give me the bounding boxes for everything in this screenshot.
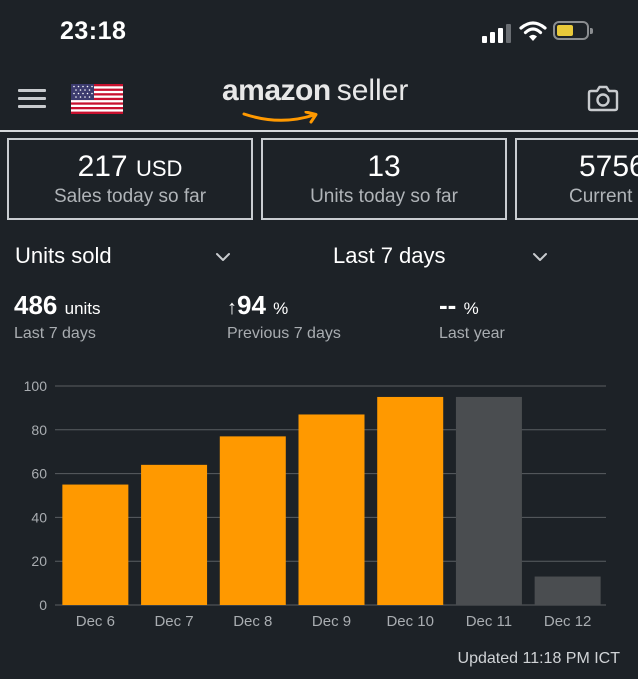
metric-cards: 217 USD Sales today so far 13 Units toda… xyxy=(0,138,638,222)
amazon-seller-logo: amazon seller xyxy=(222,74,408,124)
units-today-card[interactable]: 13 Units today so far xyxy=(261,138,507,220)
stat-previous-period: ↑94 % Previous 7 days xyxy=(227,290,341,343)
logo-word: amazon xyxy=(222,74,331,107)
stat-units-sold: 486 units Last 7 days xyxy=(14,290,101,343)
stat-unit: % xyxy=(273,299,289,318)
y-tick-label: 60 xyxy=(31,466,47,482)
bar xyxy=(141,464,208,605)
range-dropdown[interactable]: Last 7 days xyxy=(333,243,446,268)
x-tick-label: Dec 7 xyxy=(154,613,193,630)
stat-label: Last 7 days xyxy=(14,325,96,342)
x-tick-label: Dec 6 xyxy=(76,613,115,630)
camera-icon[interactable] xyxy=(587,84,619,112)
stat-last-year: -- % Last year xyxy=(439,290,505,343)
units-bar-chart: 0 20 40 60 80 100 Dec 6 Dec 7 Dec 8 Dec 9 Dec 10 De… xyxy=(24,378,606,630)
card-label: Sales today so far xyxy=(53,186,207,207)
current-card[interactable]: 5756 Current xyxy=(515,138,638,220)
us-flag-icon[interactable] xyxy=(71,84,123,114)
stat-value: 486 units xyxy=(14,290,101,320)
y-tick-label: 100 xyxy=(24,378,48,394)
battery-icon xyxy=(553,21,593,40)
hamburger-menu-icon[interactable] xyxy=(18,89,46,109)
status-bar: 23:18 xyxy=(0,0,638,64)
cellular-signal-icon xyxy=(482,23,512,43)
logo-suffix: seller xyxy=(336,74,409,107)
arrow-up-icon: ↑ xyxy=(227,297,237,319)
bar xyxy=(455,396,522,605)
stat-label: Last year xyxy=(439,325,505,342)
x-tick-label: Dec 8 xyxy=(233,613,272,630)
x-tick-label: Dec 9 xyxy=(312,613,351,630)
x-tick-label: Dec 12 xyxy=(544,613,592,630)
card-label: Current xyxy=(569,186,633,207)
card-value: 217 USD xyxy=(77,150,183,183)
chevron-down-icon[interactable] xyxy=(215,249,231,265)
amazon-smile-icon xyxy=(242,111,318,124)
stat-unit: units xyxy=(64,299,101,318)
app-header: amazon seller xyxy=(0,64,638,132)
stat-unit: % xyxy=(463,299,479,318)
x-tick-label: Dec 11 xyxy=(466,613,512,630)
card-value: 5756 xyxy=(579,150,638,183)
bar xyxy=(534,576,601,605)
x-tick-label: Dec 10 xyxy=(386,613,434,630)
stat-value: -- % xyxy=(439,290,479,320)
wifi-icon xyxy=(519,21,547,41)
sales-today-card[interactable]: 217 USD Sales today so far xyxy=(7,138,253,220)
y-tick-label: 80 xyxy=(31,422,47,438)
bar xyxy=(219,436,286,605)
y-tick-label: 0 xyxy=(39,597,47,613)
status-time: 23:18 xyxy=(60,17,127,45)
updated-timestamp: Updated 11:18 PM ICT xyxy=(457,650,620,667)
stat-label: Previous 7 days xyxy=(227,325,341,342)
bar xyxy=(377,396,444,605)
card-value: 13 xyxy=(367,150,401,183)
metric-dropdown[interactable]: Units sold xyxy=(15,243,112,268)
card-label: Units today so far xyxy=(310,186,458,207)
card-unit: USD xyxy=(135,156,183,181)
y-tick-label: 40 xyxy=(31,509,47,525)
bar xyxy=(62,484,129,605)
chevron-down-icon[interactable] xyxy=(532,249,548,265)
stat-value: ↑94 % xyxy=(227,290,289,320)
bar xyxy=(298,414,365,605)
y-tick-label: 20 xyxy=(31,553,47,569)
